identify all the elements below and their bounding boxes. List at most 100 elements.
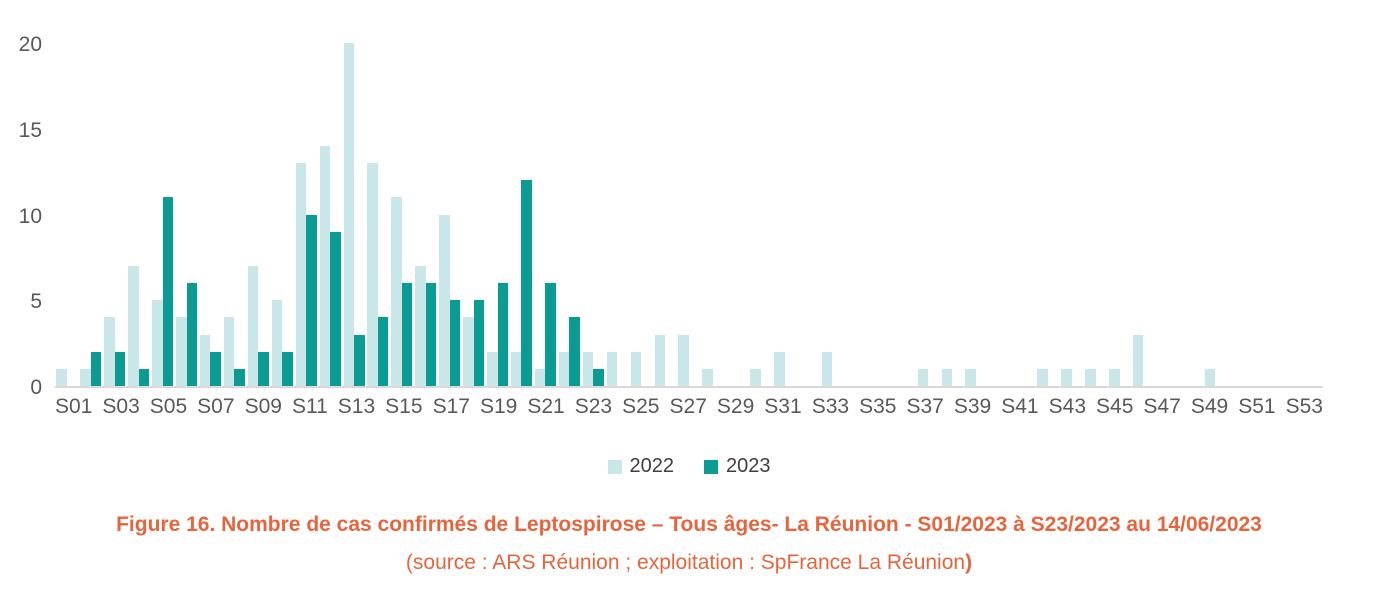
x-label-cell-S42: [1039, 394, 1049, 420]
bar-2023-S13: [354, 334, 365, 386]
x-label-cell-S50: [1228, 394, 1238, 420]
x-label-cell-S52: [1276, 394, 1286, 420]
x-label-cell-S38: [944, 394, 954, 420]
bar-2022-S08: [223, 317, 235, 386]
bar-group-S53: [1299, 45, 1323, 386]
bar-group-S05: [151, 45, 175, 386]
bar-group-S03: [103, 45, 127, 386]
bar-group-S22: [557, 45, 581, 386]
bar-group-S30: [749, 45, 773, 386]
bar-2022-S43: [1061, 368, 1072, 386]
x-label-cell-S26: [660, 394, 670, 420]
x-label-cell-S08: [235, 394, 245, 420]
bar-group-S31: [773, 45, 797, 386]
bar-2022-S13: [343, 43, 355, 386]
bar-2022-S07: [199, 334, 211, 386]
bar-2022-S45: [1109, 368, 1120, 386]
bar-2022-S23: [582, 351, 594, 386]
bar-group-S01: [55, 45, 79, 386]
x-label-cell-S49: S49: [1190, 395, 1229, 418]
x-label-cell-S28: [707, 394, 717, 420]
bar-2023-S17: [449, 300, 461, 386]
x-label-cell-S43: S43: [1048, 395, 1087, 418]
bar-group-S35: [868, 45, 892, 386]
x-label-cell-S11: S11: [291, 395, 328, 418]
bar-2022-S02: [80, 368, 91, 386]
x-label-cell-S31: S31: [764, 395, 802, 418]
bar-group-S32: [797, 45, 821, 386]
bar-group-S52: [1275, 45, 1299, 386]
bar-2022-S15: [391, 197, 402, 386]
bar-group-S37: [916, 45, 940, 386]
bar-group-S46: [1131, 45, 1155, 386]
bar-group-S40: [988, 45, 1012, 386]
x-label-cell-S07: S07: [197, 395, 235, 418]
bar-group-S50: [1227, 45, 1251, 386]
x-label-cell-S44: [1086, 394, 1096, 420]
bar-2023-S02: [90, 351, 102, 386]
bar-2023-S23: [593, 368, 604, 386]
bar-group-S15: [390, 45, 414, 386]
x-label-cell-S23: S23: [574, 395, 613, 418]
bar-group-S51: [1251, 45, 1275, 386]
bar-2023-S05: [162, 197, 174, 386]
bar-2022-S19: [487, 351, 498, 386]
bar-group-S07: [199, 45, 223, 386]
bar-group-S02: [79, 45, 103, 386]
bar-group-S06: [175, 45, 199, 386]
x-label-cell-S24: [612, 394, 622, 420]
bar-2022-S18: [463, 317, 474, 386]
bar-2023-S04: [138, 368, 150, 386]
x-label-cell-S06: [187, 394, 197, 420]
bar-2023-S21: [545, 283, 556, 386]
x-label-cell-S16: [423, 394, 433, 420]
bar-group-S39: [964, 45, 988, 386]
bar-group-S43: [1060, 45, 1084, 386]
x-axis-labels: S01 S03 S05 S07 S09 S11 S13 S15 S17 S19 S21 S23 S25 S…: [55, 394, 1323, 420]
x-label-cell-S29: S29: [716, 395, 755, 418]
bar-group-S28: [701, 45, 725, 386]
bar-group-S16: [414, 45, 438, 386]
y-tick-5: 5: [30, 290, 42, 314]
bar-group-S09: [246, 45, 270, 386]
bar-group-S17: [438, 45, 462, 386]
bar-2023-S09: [258, 351, 269, 386]
x-label-cell-S39: S39: [953, 395, 992, 418]
bar-group-S10: [270, 45, 294, 386]
bar-2022-S24: [606, 351, 618, 386]
x-label-cell-S25: S25: [622, 395, 660, 418]
x-label-cell-S47: S47: [1143, 395, 1181, 418]
chart-legend: 2022 2023: [0, 455, 1378, 478]
legend-label-2023: 2023: [726, 455, 771, 477]
figure-caption-source: (source : ARS Réunion ; exploitation : S…: [0, 544, 1378, 582]
caption-source-text: (source : ARS Réunion ; exploitation : S…: [405, 551, 966, 574]
bar-2022-S28: [702, 368, 713, 386]
bar-2022-S17: [439, 214, 450, 386]
bar-2022-S21: [534, 368, 546, 386]
bar-2022-S11: [295, 163, 307, 386]
bar-2022-S39: [965, 368, 976, 386]
bar-2022-S30: [750, 368, 761, 386]
bar-2023-S19: [497, 283, 509, 386]
bar-group-S25: [629, 45, 653, 386]
x-label-cell-S21: S21: [527, 395, 565, 418]
x-label-cell-S13: S13: [337, 395, 376, 418]
x-label-cell-S04: [140, 394, 150, 420]
bar-group-S42: [1036, 45, 1060, 386]
bar-group-S13: [342, 43, 366, 386]
y-tick-15: 15: [18, 118, 42, 142]
bar-2022-S04: [128, 265, 139, 386]
bar-2022-S09: [247, 265, 259, 386]
y-tick-10: 10: [18, 204, 42, 228]
bar-group-S27: [677, 45, 701, 386]
x-label-cell-S40: [991, 394, 1001, 420]
bar-2023-S10: [282, 351, 293, 386]
x-label-cell-S30: [754, 394, 764, 420]
bar-2023-S03: [114, 351, 126, 386]
bar-2022-S46: [1132, 334, 1144, 386]
bar-2022-S44: [1085, 368, 1096, 386]
bar-group-S08: [222, 45, 246, 386]
bar-2023-S12: [330, 231, 341, 386]
bar-2023-S16: [425, 283, 437, 386]
